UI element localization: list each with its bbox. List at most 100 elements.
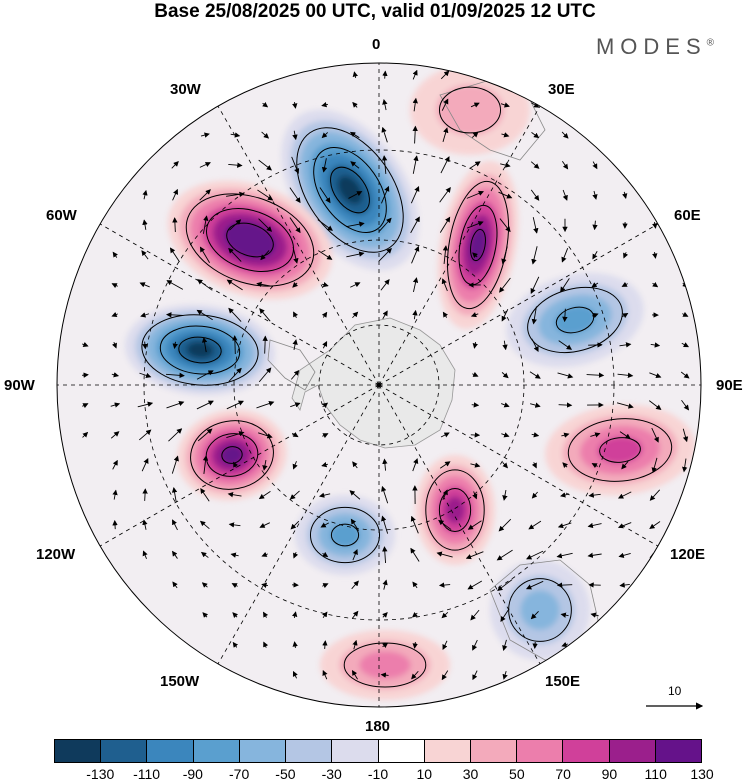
wind-arrow	[411, 670, 419, 680]
negative-anomaly-shading	[337, 175, 363, 205]
wind-arrow	[200, 551, 209, 558]
wind-arrow	[165, 372, 185, 379]
wind-arrow	[502, 462, 508, 469]
wind-arrow	[110, 431, 120, 439]
wind-arrow	[590, 432, 601, 438]
wind-arrow	[590, 612, 599, 618]
wind-arrow	[531, 132, 540, 139]
wind-arrow	[321, 102, 329, 108]
wind-arrow	[623, 252, 629, 259]
wind-arrow	[682, 458, 688, 473]
wind-arrow	[592, 220, 598, 231]
wind-arrow	[382, 579, 388, 590]
modes-logo: MODES®	[596, 34, 714, 60]
south-pole-marker	[376, 382, 382, 388]
wind-arrow	[289, 490, 300, 500]
wind-arrow	[472, 670, 478, 681]
wind-arrow	[228, 522, 241, 528]
wind-arrow	[560, 492, 570, 498]
wind-arrow	[352, 639, 358, 650]
wind-arrow	[263, 611, 269, 618]
wind-arrow	[350, 161, 360, 169]
wind-arrow	[318, 250, 333, 260]
wind-arrow	[412, 641, 418, 649]
colorbar-swatch	[377, 740, 424, 762]
wind-arrow	[592, 251, 598, 260]
colorbar-tick-label: 110	[644, 766, 667, 782]
wind-arrow	[142, 488, 148, 501]
wind-arrow	[196, 370, 214, 380]
lon-label-30w: 30W	[170, 81, 201, 98]
wind-arrow	[321, 462, 329, 468]
wind-arrow	[531, 246, 538, 265]
wind-arrow	[380, 279, 390, 291]
wind-arrow	[112, 519, 118, 530]
wind-arrow	[502, 670, 508, 680]
wind-arrow	[230, 132, 241, 138]
wind-arrow	[412, 97, 418, 112]
wind-arrow	[322, 402, 329, 409]
colorbar-tick-label: 10	[416, 766, 433, 782]
wind-arrow	[561, 641, 568, 647]
wind-arrow	[201, 337, 208, 353]
wind-arrow	[621, 460, 629, 470]
wind-arrow	[317, 219, 333, 231]
positive-anomaly-shading	[359, 651, 411, 679]
wind-arrow	[440, 70, 450, 80]
wind-arrow	[200, 488, 210, 502]
south-america-outline	[267, 339, 316, 391]
wind-arrow	[498, 518, 512, 532]
colorbar-swatch	[100, 740, 147, 762]
wind-arrow	[226, 400, 244, 410]
wind-arrow	[322, 340, 328, 349]
wind-arrow	[228, 247, 242, 262]
wind-arrow	[648, 400, 662, 410]
wind-arrow	[112, 251, 118, 258]
colorbar-tick-label: 30	[462, 766, 479, 782]
wind-arrow	[290, 520, 300, 530]
wind-arrow	[321, 158, 328, 173]
wind-arrow	[261, 551, 268, 557]
streamline-contour	[438, 86, 502, 134]
wind-arrow	[111, 283, 118, 289]
wind-arrow	[528, 520, 542, 530]
wind-arrow	[501, 132, 510, 138]
negative-anomaly-shading	[329, 522, 361, 548]
wind-arrow	[262, 460, 268, 471]
wind-arrow	[529, 371, 541, 379]
wind-arrow	[349, 131, 360, 139]
wind-arrow	[82, 341, 89, 347]
wind-arrow	[171, 487, 178, 503]
wind-arrow	[470, 312, 479, 318]
wind-arrow	[199, 189, 211, 201]
wind-arrow	[202, 455, 209, 474]
wind-arrow	[259, 522, 271, 528]
wind-arrow	[202, 612, 209, 618]
wind-arrow	[142, 341, 148, 350]
meridian-line	[378, 384, 659, 547]
wind-arrow	[81, 372, 89, 378]
wind-arrow	[197, 428, 213, 442]
wind-arrow	[260, 250, 270, 261]
wind-arrow	[650, 342, 661, 348]
lon-label-180: 180	[365, 718, 391, 735]
modes-logo-text: MODES	[595, 34, 707, 59]
wind-arrow	[232, 335, 238, 355]
wind-arrow	[259, 308, 271, 322]
wind-arrow	[556, 582, 573, 588]
wind-arrow	[346, 251, 365, 258]
wind-arrow	[381, 185, 390, 204]
wind-arrow	[619, 431, 631, 439]
wind-arrow	[412, 125, 418, 144]
wind-arrow	[201, 582, 208, 588]
wind-arrow	[322, 551, 329, 558]
positive-anomaly-shading	[597, 436, 643, 464]
wind-arrow	[229, 219, 242, 231]
wind-arrow	[112, 459, 118, 470]
streamline-contour	[567, 418, 673, 482]
wind-arrow	[466, 221, 484, 229]
wind-arrow	[166, 280, 184, 290]
map-title: Base 25/08/2025 00 UTC, valid 01/09/2025…	[154, 1, 596, 22]
wind-arrow	[617, 491, 632, 499]
wind-arrow	[199, 520, 210, 530]
